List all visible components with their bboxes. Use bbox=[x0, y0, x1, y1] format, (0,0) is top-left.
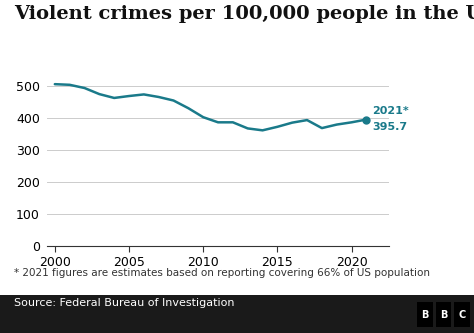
Point bbox=[363, 117, 370, 122]
Text: C: C bbox=[458, 310, 465, 320]
Text: Violent crimes per 100,000 people in the US: Violent crimes per 100,000 people in the… bbox=[14, 5, 474, 23]
Text: * 2021 figures are estimates based on reporting covering 66% of US population: * 2021 figures are estimates based on re… bbox=[14, 268, 430, 278]
Text: B: B bbox=[440, 310, 447, 320]
Text: B: B bbox=[421, 310, 428, 320]
Text: 2021*: 2021* bbox=[373, 106, 409, 116]
Text: Source: Federal Bureau of Investigation: Source: Federal Bureau of Investigation bbox=[14, 298, 235, 308]
Text: 395.7: 395.7 bbox=[373, 122, 408, 132]
